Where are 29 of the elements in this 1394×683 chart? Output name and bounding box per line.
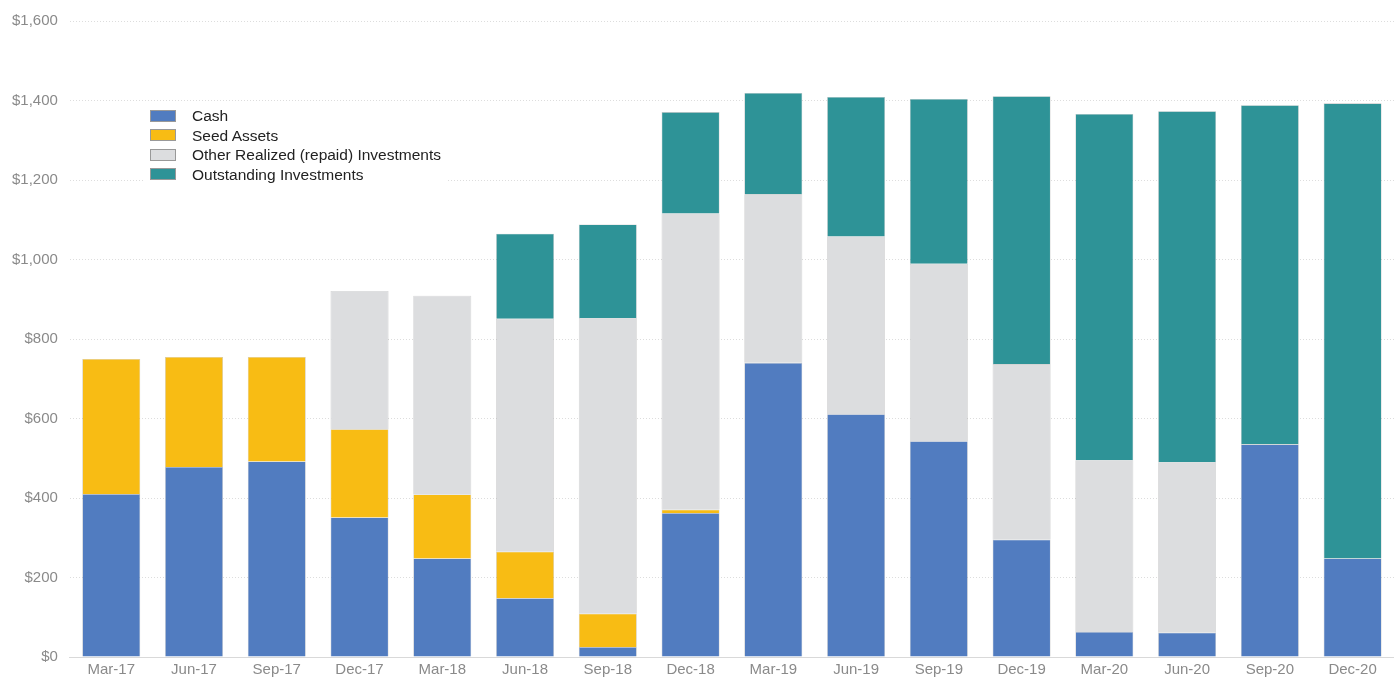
y-tick-label: $200 bbox=[24, 567, 58, 585]
x-tick-label: Sep-20 bbox=[1245, 660, 1295, 678]
x-tick-label: Mar-20 bbox=[1080, 660, 1129, 678]
legend-label: Other Realized (repaid) Investments bbox=[192, 145, 441, 165]
y-tick-label: $1,600 bbox=[11, 11, 58, 29]
y-tick-label: $800 bbox=[24, 329, 58, 347]
x-tick-label: Jun-19 bbox=[833, 660, 880, 678]
x-tick-label: Dec-17 bbox=[335, 660, 384, 678]
x-tick-label: Jun-18 bbox=[502, 660, 548, 678]
legend-label: Outstanding Investments bbox=[192, 164, 364, 184]
y-tick-label: $1,000 bbox=[11, 249, 58, 267]
x-tick-label: Mar-18 bbox=[418, 660, 467, 678]
x-tick-label: Jun-17 bbox=[171, 660, 217, 678]
y-tick-label: $600 bbox=[24, 408, 58, 426]
y-tick-label: $1,200 bbox=[11, 170, 58, 188]
x-tick-label: Sep-17 bbox=[252, 660, 301, 678]
x-tick-label: Jun-20 bbox=[1164, 660, 1211, 678]
x-tick-label: Dec-20 bbox=[1328, 660, 1377, 678]
y-tick-label: $1,400 bbox=[11, 90, 58, 108]
x-tick-label: Mar-17 bbox=[87, 660, 136, 678]
legend-label: Seed Assets bbox=[192, 125, 279, 145]
x-tick-label: Dec-18 bbox=[666, 660, 715, 678]
x-tick-label: Mar-19 bbox=[749, 660, 798, 678]
y-tick-label: $0 bbox=[41, 647, 58, 665]
x-tick-label: Dec-19 bbox=[997, 660, 1046, 678]
legend-label: Cash bbox=[192, 106, 229, 126]
x-tick-label: Sep-18 bbox=[583, 660, 632, 678]
y-tick-label: $400 bbox=[24, 488, 58, 506]
x-tick-label: Sep-19 bbox=[914, 660, 964, 678]
